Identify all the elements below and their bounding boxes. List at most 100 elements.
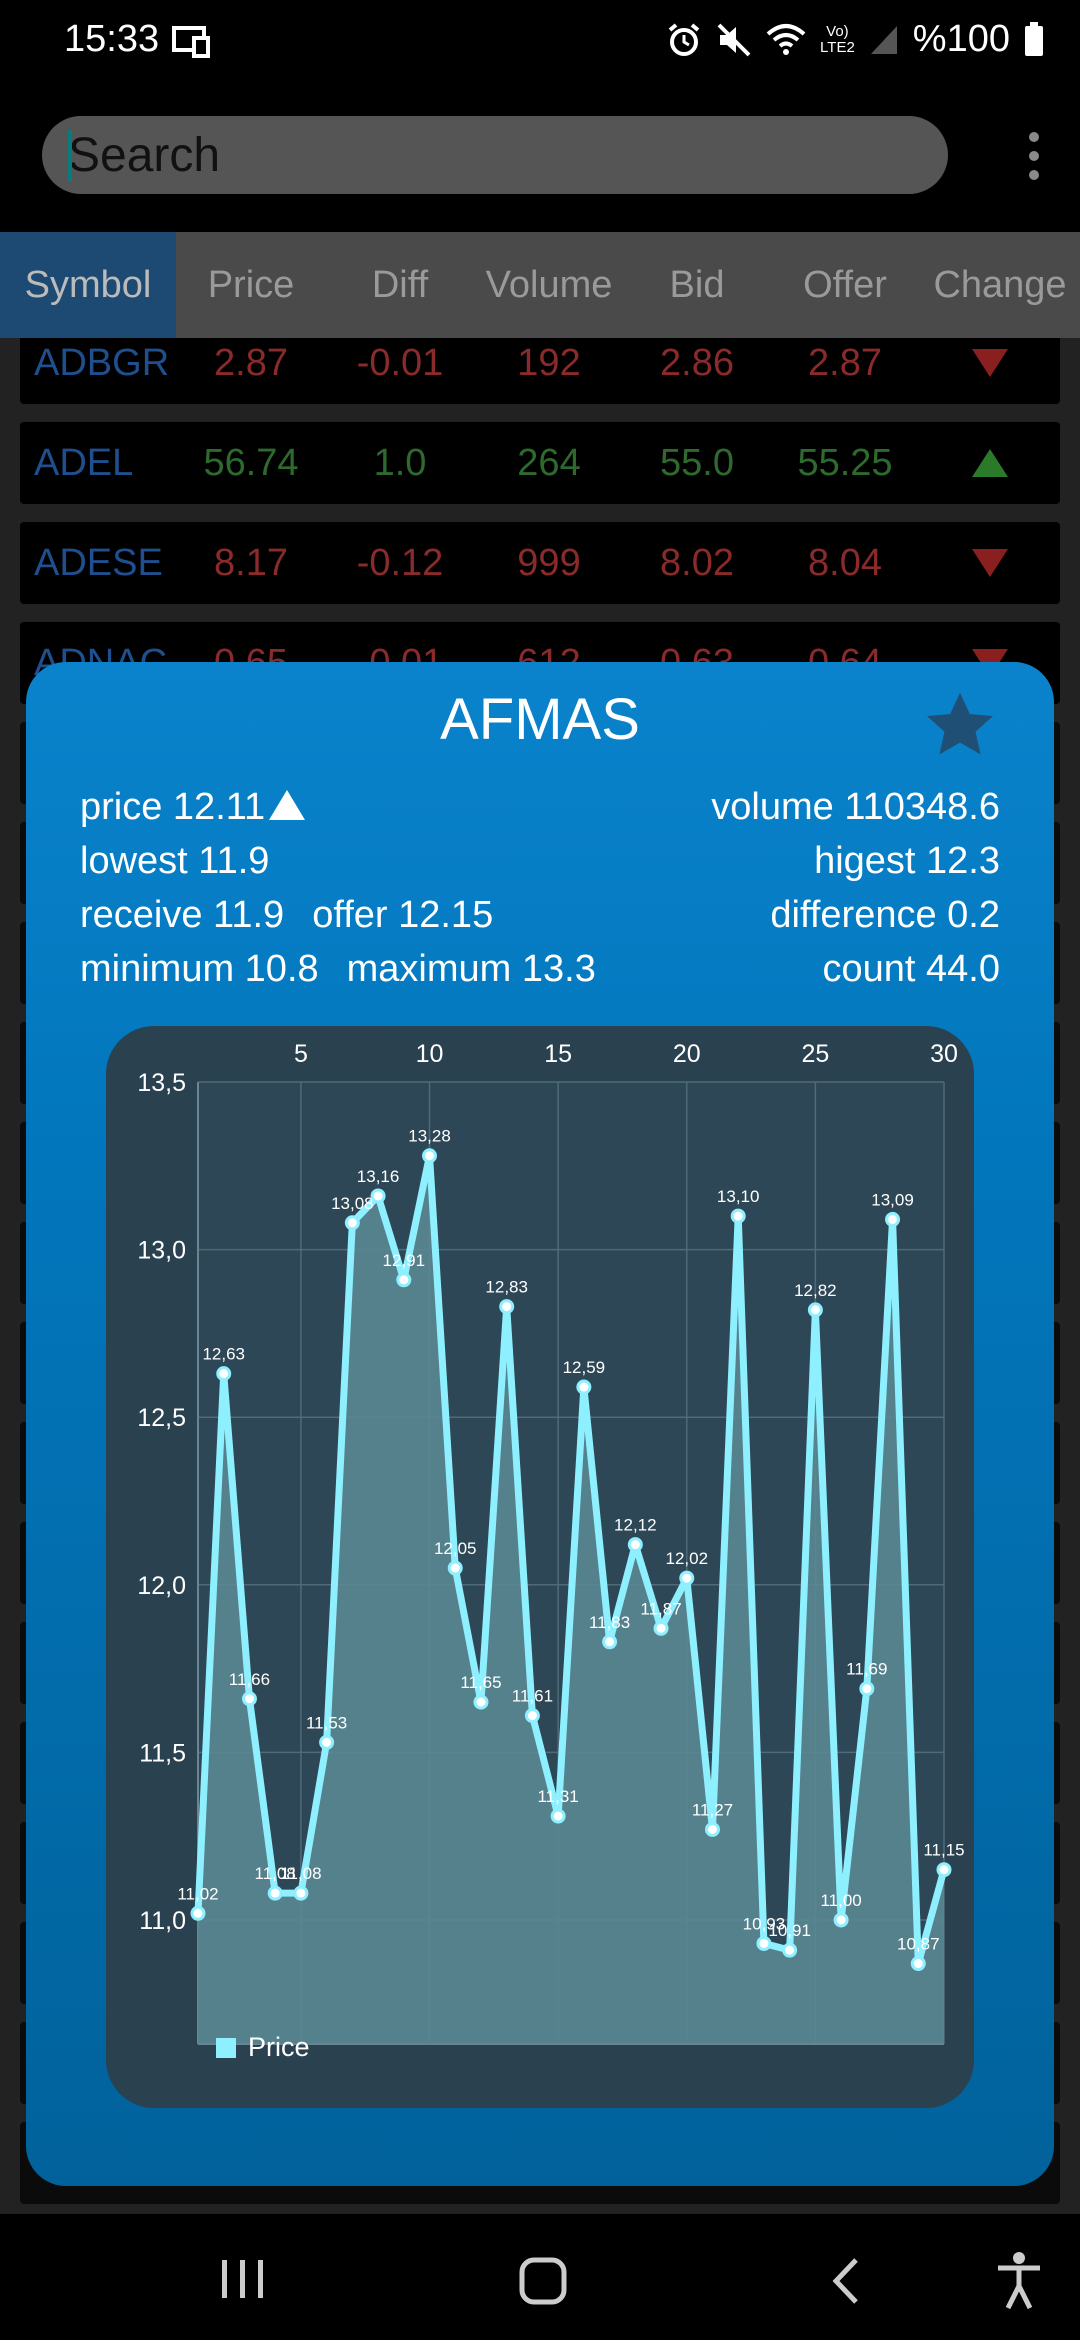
data-point [704,1821,720,1837]
table-row[interactable]: ADBGR 2.87 -0.01 192 2.86 2.87 [20,338,1060,404]
minimum-value: minimum 10.8 [80,948,319,990]
data-label: 13,09 [871,1190,914,1209]
down-arrow-icon [972,549,1008,577]
data-point [936,1862,952,1878]
data-point [910,1956,926,1972]
column-header-diff[interactable]: Diff [371,263,429,306]
data-label: 11,08 [255,1864,296,1883]
battery-icon [1025,21,1043,56]
data-label: 12,63 [202,1345,245,1364]
column-header-price[interactable]: Price [207,263,295,306]
diff-cell: 1.0 [373,441,427,484]
x-tick-label: 15 [544,1040,572,1068]
home-icon[interactable] [518,2256,568,2306]
price-chart[interactable]: 5 10 15 20 25 30 11,0 11,5 12,0 12,5 13,0 13,5 11,02… [106,1026,974,2108]
data-point [859,1681,875,1697]
legend-label: Price [248,2032,310,2062]
data-label: 10,91 [768,1921,811,1940]
data-label: 11,15 [923,1841,964,1860]
lowest-value: lowest 11.9 [80,840,270,882]
y-tick-label: 11,5 [139,1739,186,1767]
data-label: 11,66 [229,1670,270,1689]
up-arrow-icon [972,449,1008,477]
data-label: 12,05 [434,1539,477,1558]
symbol-cell: ADBGR [34,341,170,384]
receive-value: receive 11.9 [80,894,285,936]
x-tick-label: 30 [930,1040,958,1068]
data-label: 13,10 [717,1187,760,1206]
data-label: 11,65 [460,1673,501,1692]
status-time: 15:33 [64,18,160,60]
column-header-change[interactable]: Change [933,263,1067,306]
data-point [216,1366,232,1382]
data-point [576,1379,592,1395]
y-tick-label: 13,0 [137,1237,186,1265]
price-cell: 2.87 [214,341,288,384]
text-cursor [68,130,72,182]
price-chart-card: 5 10 15 20 25 30 11,0 11,5 12,0 12,5 13,0 13,5 11,02… [106,1026,974,2108]
data-label: 11,53 [306,1713,347,1732]
data-point [396,1272,412,1288]
column-header-volume[interactable]: Volume [485,263,613,306]
volume-cell: 264 [517,441,581,484]
data-point [293,1885,309,1901]
data-point [447,1560,463,1576]
data-label: 12,82 [794,1281,837,1300]
data-point [370,1188,386,1204]
offer-value: offer 12.15 [312,894,494,936]
dialog-title: AFMAS [440,687,640,752]
volume-cell: 192 [517,341,581,384]
data-point [422,1148,438,1164]
navigation-bar [0,2214,1080,2340]
maximum-value: maximum 13.3 [346,948,596,990]
overflow-menu-icon[interactable] [1014,126,1054,186]
table-row[interactable]: ADEL 56.74 1.0 264 55.0 55.25 [20,422,1060,504]
series-line-price [194,1152,948,1968]
data-point [807,1302,823,1318]
data-point [653,1620,669,1636]
favorite-star-icon[interactable] [922,688,998,764]
bid-cell: 2.86 [660,341,734,384]
column-header-offer[interactable]: Offer [803,263,887,306]
accessibility-icon[interactable] [994,2250,1044,2310]
data-label: 11,08 [280,1864,321,1883]
data-label: 11,61 [512,1687,553,1706]
data-point [344,1215,360,1231]
change-cell [920,349,1060,377]
status-bar: 15:33 Vo) LTE2 %100 [0,0,1080,86]
search-input[interactable] [42,116,948,194]
y-tick-label: 11,0 [139,1907,186,1935]
data-label: 11,27 [692,1800,733,1819]
screen-mirror-icon [172,26,210,58]
data-label: 11,69 [846,1660,887,1679]
difference-value: difference 0.2 [770,894,1000,936]
data-label: 12,91 [383,1251,426,1270]
detail-info-left: price 12.11 lowest 11.9 receive 11.9 offe… [80,780,596,996]
volte-icon: Vo) LTE2 [820,22,855,56]
battery-percent: %100 [912,18,1010,60]
table-row[interactable]: ADESE 8.17 -0.12 999 8.02 8.04 [20,522,1060,604]
data-label: 13,16 [357,1167,400,1186]
signal-icon [870,25,897,54]
data-point [190,1905,206,1921]
count-value: count 44.0 [822,948,1000,990]
back-icon[interactable] [826,2256,866,2306]
detail-info-right: volume 110348.6 higest 12.3 difference 0… [711,780,1000,996]
data-label: 12,12 [614,1516,657,1535]
column-header-bid[interactable]: Bid [669,263,725,306]
data-point [267,1885,283,1901]
data-point [627,1537,643,1553]
data-label: 11,00 [820,1891,861,1910]
mute-icon [717,23,751,56]
diff-cell: -0.12 [356,541,444,584]
wifi-icon [766,23,806,55]
recent-apps-icon[interactable] [218,2256,268,2302]
legend-swatch [216,2037,236,2058]
search-bar [0,86,1080,232]
up-triangle-icon [269,789,306,820]
column-header-symbol[interactable]: Symbol [0,232,176,338]
bid-cell: 55.0 [660,441,734,484]
data-label: 12,02 [665,1549,708,1568]
data-point [756,1935,772,1951]
x-tick-label: 10 [416,1040,444,1068]
